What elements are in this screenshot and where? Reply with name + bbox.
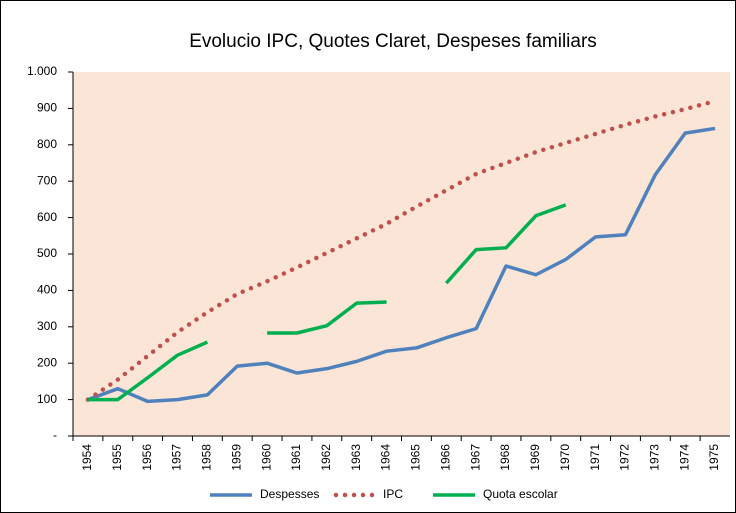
x-tick-label: 1962 — [319, 444, 333, 471]
x-tick-label: 1957 — [170, 444, 184, 471]
y-tick-label: 200 — [37, 355, 57, 369]
x-tick-label: 1959 — [229, 444, 243, 471]
x-tick-label: 1955 — [110, 444, 124, 471]
y-tick-label: 600 — [37, 210, 57, 224]
y-tick-label: 500 — [37, 246, 57, 260]
x-tick-label: 1960 — [259, 444, 273, 471]
legend-label: IPC — [383, 487, 403, 501]
series-line — [87, 203, 567, 402]
x-tick-label: 1972 — [618, 444, 632, 471]
plot-area — [73, 72, 730, 436]
x-tick-label: 1967 — [468, 444, 482, 471]
x-tick-label: 1971 — [588, 444, 602, 471]
y-tick-label: - — [53, 428, 57, 442]
x-tick-label: 1961 — [289, 444, 303, 471]
y-tick-label: 900 — [37, 101, 57, 115]
x-tick-label: 1965 — [409, 444, 423, 471]
y-tick-label: 700 — [37, 173, 57, 187]
x-tick-label: 1968 — [498, 444, 512, 471]
x-tick-label: 1970 — [558, 444, 572, 471]
x-tick-label: 1956 — [140, 444, 154, 471]
legend-label: Quota escolar — [483, 487, 558, 501]
series-line — [87, 126, 716, 404]
x-tick-label: 1974 — [677, 444, 691, 471]
series-line — [85, 98, 718, 402]
x-tick-label: 1964 — [379, 444, 393, 471]
x-tick-label: 1969 — [528, 444, 542, 471]
y-tick-label: 400 — [37, 283, 57, 297]
x-tick-label: 1954 — [80, 444, 94, 471]
x-tick-label: 1958 — [200, 444, 214, 471]
x-tick-label: 1973 — [648, 444, 662, 471]
chart-title: Evolucio IPC, Quotes Claret, Despeses fa… — [189, 31, 597, 52]
x-tick-label: 1975 — [707, 444, 721, 471]
x-tick-label: 1966 — [438, 444, 452, 471]
legend-label: Despesses — [260, 487, 319, 501]
x-tick-label: 1963 — [349, 444, 363, 471]
y-tick-label: 100 — [37, 392, 57, 406]
y-tick-label: 1.000 — [27, 64, 57, 78]
y-tick-label: 300 — [37, 319, 57, 333]
y-tick-label: 800 — [37, 137, 57, 151]
